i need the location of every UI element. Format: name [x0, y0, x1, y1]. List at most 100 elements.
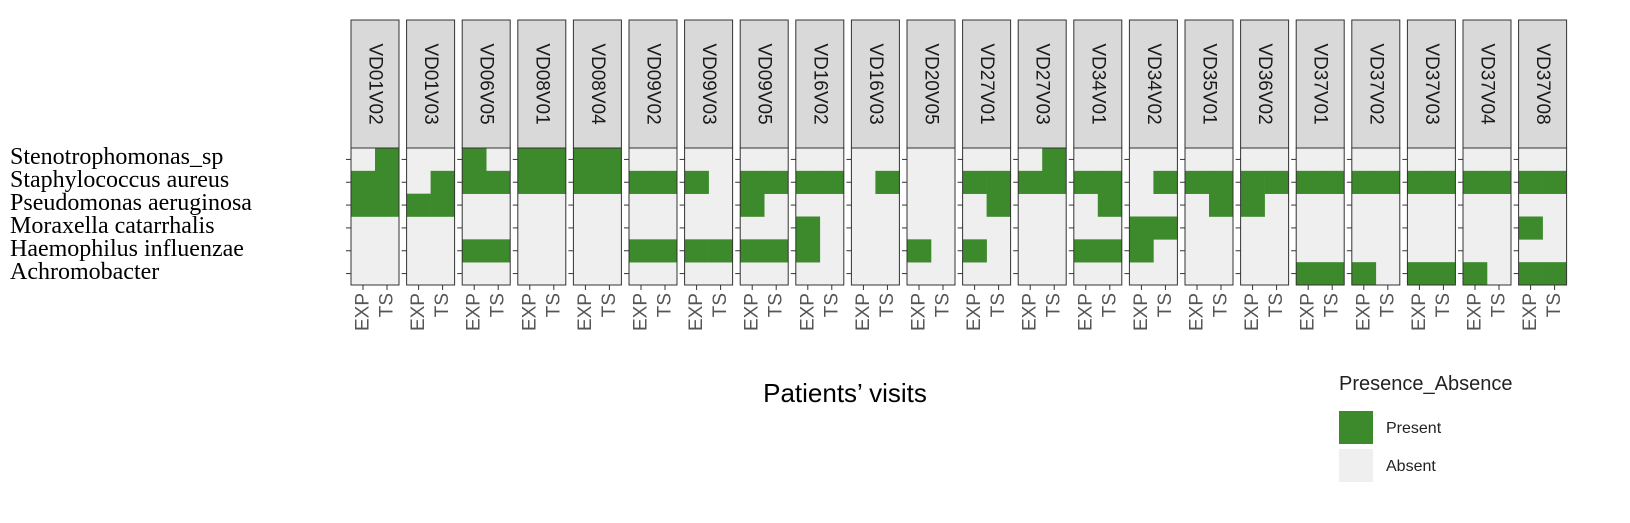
cell-present	[430, 193, 455, 217]
x-tick-label: TS	[766, 293, 787, 317]
row-label: Achromobacter	[10, 259, 159, 285]
x-tick-label: TS	[710, 293, 731, 317]
cell-present	[795, 216, 821, 240]
cell-present	[351, 170, 376, 194]
cell-present	[684, 239, 709, 263]
cell-present	[875, 170, 900, 194]
cell-present	[573, 170, 598, 194]
cell-present	[795, 239, 821, 263]
facet-strip	[1295, 19, 1345, 149]
cell-present	[1209, 170, 1234, 194]
facet-strip	[906, 19, 956, 149]
panel-border	[1406, 147, 1456, 286]
x-tick-label: EXP	[1353, 293, 1374, 331]
facet-strip	[517, 19, 567, 149]
row-label: Moraxella catarrhalis	[10, 213, 215, 239]
facet-vd09v05: VD09V05 EXP TS	[735, 19, 789, 331]
cell-present	[1463, 170, 1488, 194]
facet-label: VD09V05	[754, 43, 775, 124]
x-tick-label: TS	[988, 293, 1009, 317]
cell-present	[517, 148, 543, 172]
x-tick-label: EXP	[1131, 293, 1152, 331]
facet-label: VD16V02	[809, 43, 830, 124]
panel-border	[517, 147, 567, 286]
facet-vd01v02: VD01V02 EXP TS	[346, 19, 400, 331]
facet-label: VD27V03	[1032, 43, 1053, 124]
cell-present	[1153, 170, 1178, 194]
facet-label: VD27V01	[976, 43, 997, 124]
cell-present	[1542, 170, 1567, 194]
cell-present	[764, 170, 789, 194]
cell-present	[406, 193, 431, 217]
legend-label-present: Present	[1386, 420, 1442, 437]
facet-strip	[1518, 19, 1568, 149]
facet-strip	[684, 19, 734, 149]
cell-present	[541, 148, 567, 172]
x-tick-label: TS	[1266, 293, 1287, 317]
x-tick-label: TS	[543, 293, 564, 317]
cell-present	[375, 148, 400, 172]
cell-present	[1351, 170, 1377, 194]
facet-vd34v01: VD34V01 EXP TS	[1068, 19, 1123, 331]
facet-strip	[406, 19, 456, 149]
cell-present	[1073, 239, 1099, 263]
cell-present	[684, 170, 709, 194]
facet-label: VD37V08	[1532, 43, 1553, 124]
cell-present	[629, 170, 654, 194]
facet-label: VD01V03	[420, 43, 441, 124]
panel-background	[629, 148, 677, 285]
facet-strip	[1184, 19, 1234, 149]
facet-strip	[350, 19, 400, 149]
cell-present	[708, 239, 733, 263]
panel-border	[795, 147, 845, 286]
cell-present	[1518, 262, 1543, 286]
x-tick-label: EXP	[742, 293, 763, 331]
facet-vd37v03: VD37V03 EXP TS	[1402, 19, 1456, 331]
cell-present	[573, 148, 598, 172]
facet-vd37v02: VD37V02 EXP TS	[1346, 19, 1401, 331]
row-label: Stenotrophomonas_sp	[10, 144, 223, 170]
cell-present	[1097, 193, 1123, 217]
x-tick-label: TS	[1211, 293, 1232, 317]
cell-present	[986, 193, 1011, 217]
x-tick-label: EXP	[519, 293, 540, 331]
x-tick-label: TS	[1489, 293, 1510, 317]
facet-label: VD34V02	[1143, 43, 1164, 124]
facet-vd16v03: VD16V03 EXP TS	[846, 19, 900, 331]
facet-vd06v05: VD06V05 EXP TS	[457, 19, 511, 331]
cell-present	[1240, 193, 1265, 217]
cell-present	[375, 193, 400, 217]
cell-present	[375, 170, 400, 194]
cell-present	[653, 170, 678, 194]
cell-present	[1264, 170, 1289, 194]
x-tick-label: TS	[655, 293, 676, 317]
facet-label: VD37V02	[1365, 43, 1386, 124]
cell-present	[1296, 262, 1321, 286]
facet-vd09v03: VD09V03 EXP TS	[679, 19, 734, 331]
cell-present	[653, 239, 678, 263]
x-tick-label: EXP	[1242, 293, 1263, 331]
row-label: Pseudomonas aeruginosa	[10, 190, 252, 216]
cell-present	[1407, 262, 1432, 286]
facet-strip	[962, 19, 1012, 149]
panel-border	[739, 147, 789, 286]
facet-label: VD20V05	[921, 43, 942, 124]
cell-present	[1518, 216, 1543, 240]
facet-strip	[1462, 19, 1512, 149]
panel-border	[1518, 147, 1568, 286]
cell-present	[1518, 170, 1543, 194]
panel-border	[850, 147, 900, 286]
x-tick-label: EXP	[353, 293, 374, 331]
panel-border	[406, 147, 456, 286]
facet-vd27v01: VD27V01 EXP TS	[957, 19, 1012, 331]
facet-strip	[1073, 19, 1123, 149]
x-tick-label: EXP	[1187, 293, 1208, 331]
x-tick-label: TS	[1044, 293, 1065, 317]
row-label: Staphylococcus aureus	[10, 167, 229, 193]
cell-present	[1185, 170, 1210, 194]
x-tick-label: EXP	[1520, 293, 1541, 331]
panel-border	[1295, 147, 1345, 286]
x-tick-label: TS	[877, 293, 898, 317]
x-axis-title: Patients’ visits	[763, 378, 927, 408]
